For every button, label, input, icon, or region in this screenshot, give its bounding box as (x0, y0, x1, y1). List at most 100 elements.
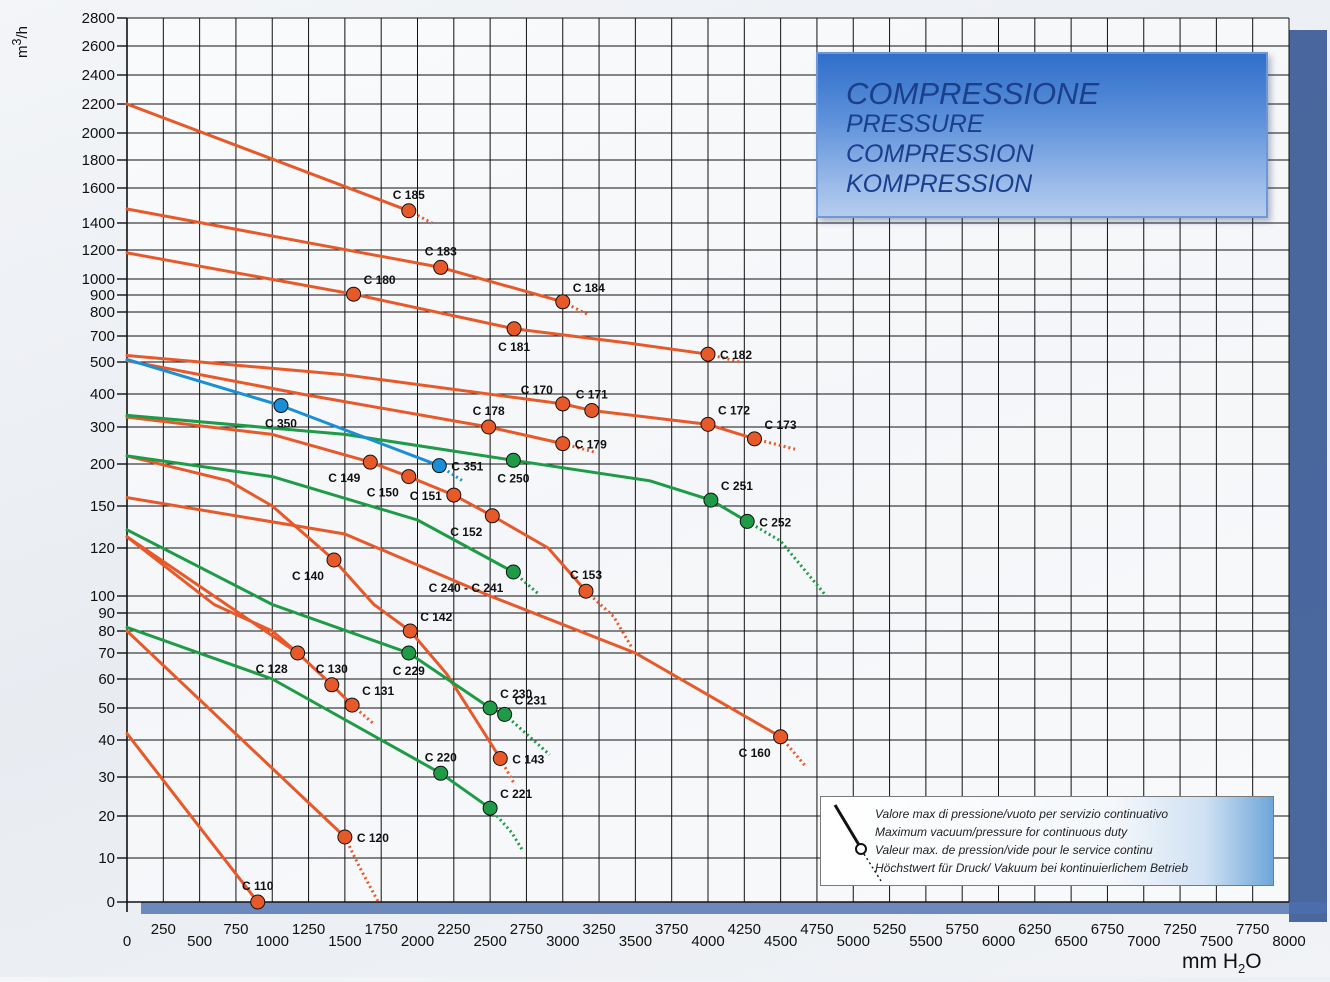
x-tick-label: 6250 (1018, 921, 1051, 938)
curve-label: C 140 (292, 569, 324, 583)
curve-label: C 252 (759, 515, 791, 529)
series-line (352, 292, 516, 331)
x-tick-label: 5250 (873, 921, 906, 938)
curve-marker (484, 508, 500, 524)
legend-line-english: Maximum vacuum/pressure for continuous d… (875, 825, 1128, 839)
y-tick-label: 50 (98, 700, 115, 717)
curve-label: C 183 (425, 244, 457, 258)
series-line (490, 514, 588, 593)
curve-label: C 350 (265, 417, 297, 431)
y-tick-label: 1800 (82, 152, 115, 169)
curve-label: C 110 (242, 879, 274, 893)
curve-label: C 153 (570, 568, 602, 582)
y-axis-unit: m3/h (10, 26, 31, 58)
title-box: COMPRESSIONE PRESSURE COMPRESSION KOMPRE… (816, 52, 1268, 218)
x-tick-label: 1250 (292, 921, 325, 938)
curve-label: C 180 (364, 273, 396, 287)
series-dotted-extension (408, 209, 433, 225)
series-line (125, 528, 411, 655)
series-line (125, 413, 515, 462)
y-tick-label: 2200 (82, 96, 115, 113)
curve-marker (433, 259, 449, 275)
x-tick-label: 7750 (1236, 921, 1269, 938)
x-tick-label: 3250 (582, 921, 615, 938)
x-tick-label: 4000 (691, 933, 724, 950)
series-line (590, 409, 710, 426)
curve-marker (584, 403, 600, 418)
title-line-english: PRESSURE (846, 110, 984, 138)
x-tick-label: 1500 (328, 933, 361, 950)
legend-line-italian: Valore max di pressione/vuoto per serviz… (875, 807, 1169, 821)
series-line (439, 265, 565, 304)
curve-marker (481, 419, 497, 435)
x-tick-label: 0 (123, 933, 131, 950)
x-tick-label: 500 (187, 933, 212, 950)
series-line (125, 102, 411, 213)
series-line (125, 535, 300, 655)
curve-label: C 128 (256, 662, 288, 676)
series-line (408, 629, 502, 760)
y-tick-label: 20 (98, 808, 115, 825)
curve-marker (506, 321, 522, 337)
series-line (407, 651, 492, 710)
legend-box: Valore max di pressione/vuoto per serviz… (820, 796, 1274, 886)
curve-label: C 142 (420, 610, 452, 624)
curve-label: C 181 (498, 340, 530, 354)
y-tick-label: 30 (98, 769, 115, 786)
x-tick-label: 3000 (546, 933, 579, 950)
curve-label: C 173 (764, 418, 796, 432)
curve-marker (482, 800, 498, 816)
curve-label: C 230 (500, 687, 532, 701)
curve-label: C 130 (316, 662, 348, 676)
x-tick-label: 1750 (365, 921, 398, 938)
series-line (407, 475, 456, 497)
x-tick-label: 750 (223, 921, 248, 938)
series-line (511, 458, 713, 502)
curve-label: C 231 (515, 693, 547, 707)
curve-marker (362, 454, 378, 470)
curve-label: C 182 (720, 348, 752, 362)
y-tick-label: 90 (98, 605, 115, 622)
series-line (125, 454, 336, 562)
curve-marker (401, 203, 417, 219)
curve-label: C 221 (500, 787, 532, 801)
y-tick-label: 300 (90, 419, 115, 436)
legend-line-german: Höchstwert für Druck/ Vakuum bei kontinu… (875, 861, 1189, 875)
series-dotted-extension (488, 807, 524, 851)
x-tick-label: 6500 (1054, 933, 1087, 950)
x-tick-label: 8000 (1272, 933, 1305, 950)
curve-label: C 131 (362, 684, 394, 698)
title-line-german: KOMPRESSION (846, 170, 1033, 198)
series-line (706, 422, 756, 441)
plot-shadow-bottom (141, 902, 1327, 914)
y-tick-label: 1200 (82, 242, 115, 259)
y-tick-label: 0 (107, 894, 115, 911)
y-tick-label: 1600 (82, 180, 115, 197)
curve-label: C 150 (367, 486, 399, 500)
x-tick-label: 7000 (1127, 933, 1160, 950)
x-tick-label: 5500 (909, 933, 942, 950)
y-tick-label: 1400 (82, 215, 115, 232)
x-tick-label: 2500 (473, 933, 506, 950)
x-tick-label: 2000 (401, 933, 434, 950)
series-line (125, 732, 260, 904)
y-tick-label: 2400 (82, 67, 115, 84)
x-axis-unit: mm H2O (1182, 950, 1262, 977)
curve-label: C 179 (575, 438, 607, 452)
curve-marker (555, 436, 571, 452)
curve-label: C 160 (739, 746, 771, 760)
curve-label: C 229 (393, 664, 425, 678)
curve-marker (433, 765, 449, 781)
curve-marker (324, 677, 340, 693)
curve-marker (700, 416, 716, 432)
legend-line-french: Valeur max. de pression/vide pour le ser… (875, 843, 1153, 857)
x-tick-label: 250 (151, 921, 176, 938)
series-line (125, 359, 491, 429)
curve-label: C 251 (721, 479, 753, 493)
curve-marker (431, 458, 447, 474)
curve-label: C 171 (576, 388, 608, 402)
series-line (487, 425, 565, 446)
curve-label: C 250 (497, 471, 529, 485)
y-tick-label: 700 (90, 328, 115, 345)
